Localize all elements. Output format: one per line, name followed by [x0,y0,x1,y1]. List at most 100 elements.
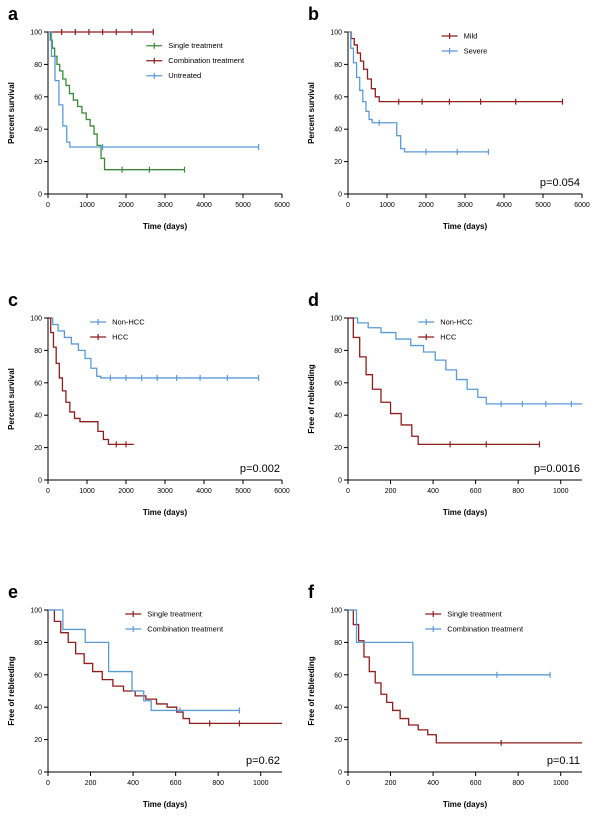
panel-f: f 0 200 400 600 800 1000 0 20 40 60 80 100 Time (day… [304,582,596,818]
y-tick-label: 20 [34,445,42,452]
x-tick-label: 600 [470,780,482,787]
series-single-treatment [48,609,282,727]
x-tick-label: 1000 [79,488,95,495]
series-hcc [348,317,541,448]
legend: Single treatment Combination treatment Unt… [146,41,245,80]
y-tick-label: 0 [338,478,342,485]
y-tick-label: 0 [338,192,342,199]
legend-label: HCC [112,333,129,342]
axes: 0 200 400 600 800 1000 0 20 40 60 80 100 Time (days)… [7,608,282,809]
y-tick-label: 40 [34,413,42,420]
x-tick-label: 6000 [274,488,290,495]
x-tick-label: 600 [170,780,182,787]
survival-curve [348,609,582,744]
x-tick-label: 4000 [196,488,212,495]
legend-label: Single treatment [447,610,503,619]
x-tick-label: 3000 [457,202,473,209]
y-tick-label: 100 [330,608,342,615]
y-tick-label: 100 [330,316,342,323]
legend-label: HCC [440,333,457,342]
panel-f-chart: 0 200 400 600 800 1000 0 20 40 60 80 100 Time (days)… [307,608,582,809]
panel-e-letter: e [8,582,19,602]
panel-a-letter: a [8,4,19,24]
x-tick-label: 0 [46,488,50,495]
x-tick-label: 0 [46,780,50,787]
legend-label: Non-HCC [112,318,145,327]
y-axis-title: Percent survival [7,368,16,430]
panel-f-letter: f [308,582,314,602]
y-tick-label: 60 [34,672,42,679]
panel-e: e 0 200 400 600 800 1000 0 20 40 60 80 100 Time (day… [4,582,296,818]
series-combination-treatment [48,29,154,35]
y-tick-label: 80 [34,62,42,69]
legend-label: Untreated [168,71,201,80]
survival-curve [48,31,259,148]
x-tick-label: 200 [385,488,397,495]
survival-curve [348,317,540,446]
legend-label: Single treatment [168,41,224,50]
series-hcc [48,317,134,448]
x-tick-label: 4000 [196,202,212,209]
survival-curve [48,31,185,171]
survival-curve [48,609,240,712]
x-tick-label: 800 [212,780,224,787]
survival-curve [348,31,563,103]
legend-label: Severe [464,47,488,56]
y-tick-label: 100 [30,316,42,323]
x-tick-label: 200 [85,780,97,787]
x-tick-label: 1000 [253,780,269,787]
axes: 0 1000 2000 3000 4000 5000 6000 0 20 40 60 80 100 Tim… [7,30,290,232]
y-tick-label: 20 [34,159,42,166]
survival-curve [348,317,582,405]
survival-curve [48,317,134,446]
x-tick-label: 2000 [118,488,134,495]
y-tick-label: 60 [34,94,42,101]
series-combination-treatment [348,609,551,678]
series-severe [348,31,489,155]
legend: Non-HCC HCC [90,318,145,342]
y-tick-label: 80 [334,640,342,647]
y-tick-label: 60 [334,94,342,101]
panel-c-chart: 0 1000 2000 3000 4000 5000 6000 0 20 40 60 80 100 Tim… [7,316,290,518]
panel-a-chart: 0 1000 2000 3000 4000 5000 6000 0 20 40 60 80 100 Tim… [7,29,290,232]
x-tick-label: 1000 [79,202,95,209]
panel-d-letter: d [308,290,319,310]
p-value-label: p=0.0016 [534,463,580,475]
legend: Mild Severe [441,32,488,56]
survival-curve [348,31,489,153]
y-tick-label: 100 [30,608,42,615]
y-tick-label: 80 [34,348,42,355]
y-tick-label: 60 [334,380,342,387]
y-tick-label: 20 [334,445,342,452]
y-tick-label: 40 [34,127,42,134]
legend-label: Combination treatment [147,625,224,634]
panel-b-chart: 0 1000 2000 3000 4000 5000 6000 0 20 40 60 80 100 Tim… [307,30,590,232]
p-value-label: p=0.054 [540,177,580,189]
axes: 0 200 400 600 800 1000 0 20 40 60 80 100 Time (days)… [307,316,582,517]
x-tick-label: 1000 [379,202,395,209]
y-tick-label: 60 [34,380,42,387]
panel-d-chart: 0 200 400 600 800 1000 0 20 40 60 80 100 Time (days)… [307,316,582,517]
legend-label: Single treatment [147,610,203,619]
x-axis-title: Time (days) [143,800,188,809]
x-axis-title: Time (days) [143,508,188,517]
x-tick-label: 2000 [418,202,434,209]
y-axis-title: Percent survival [7,82,16,144]
x-tick-label: 600 [470,488,482,495]
y-tick-label: 80 [334,348,342,355]
survival-curve [48,317,259,379]
y-tick-label: 0 [38,478,42,485]
series-non-hcc [48,317,260,381]
panel-c: c 0 1000 2000 3000 4000 5000 6000 0 20 40 60 80 100 T… [4,290,296,526]
y-axis-title: Free of rebleeding [7,656,16,725]
x-tick-label: 200 [385,780,397,787]
y-tick-label: 40 [334,705,342,712]
y-tick-label: 100 [330,30,342,37]
x-tick-label: 5000 [235,202,251,209]
x-axis-title: Time (days) [143,222,188,231]
y-tick-label: 80 [34,640,42,647]
panel-c-letter: c [8,290,19,310]
x-tick-label: 0 [346,488,350,495]
x-axis-title: Time (days) [443,222,488,231]
